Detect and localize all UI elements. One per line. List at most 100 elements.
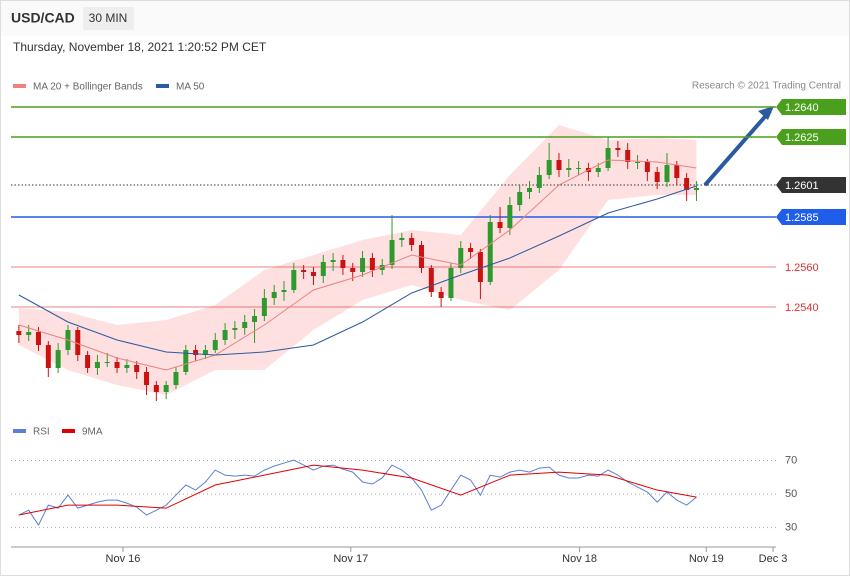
candle-body <box>428 268 434 292</box>
candle-body <box>369 258 375 270</box>
candle-body <box>75 330 81 355</box>
candle-body <box>458 248 464 268</box>
candle-body <box>212 340 218 350</box>
candle-body <box>94 362 100 368</box>
timeframe-box <box>83 7 134 30</box>
rsi-tick-label: 30 <box>785 521 797 533</box>
rsi-line <box>18 464 697 516</box>
candle-body <box>144 372 150 385</box>
legend-label: RSI <box>33 427 50 438</box>
subtitle: Thursday, November 18, 2021 1:20:52 PM C… <box>13 40 267 54</box>
candle-body <box>202 350 208 355</box>
x-tick-label: Nov 18 <box>562 553 597 565</box>
candle-body <box>566 168 572 170</box>
timeframe: 30 MIN <box>89 11 128 25</box>
candle-body <box>340 260 346 268</box>
x-tick-label: Nov 17 <box>333 553 368 565</box>
level-tag <box>776 177 846 193</box>
candle-body <box>644 162 650 172</box>
candle-body <box>261 298 267 316</box>
candle-body <box>654 172 660 182</box>
candle-body <box>26 332 32 335</box>
candle-body <box>664 165 670 182</box>
candle-body <box>16 331 22 335</box>
candle-body <box>291 270 297 290</box>
candle-body <box>546 160 552 175</box>
candle-body <box>242 322 248 328</box>
forecast-arrowhead <box>758 106 774 120</box>
level-label: 1.2540 <box>785 302 819 314</box>
candle-body <box>684 178 690 190</box>
bollinger-band <box>18 125 697 395</box>
level-label: 1.2640 <box>785 102 819 114</box>
candle-body <box>517 192 523 205</box>
candle-body <box>507 205 513 228</box>
level-tag <box>776 209 846 225</box>
level-label: 1.2601 <box>785 180 819 192</box>
chart-title: USD/CAD <box>11 10 75 26</box>
rsi-tick-label: 50 <box>785 488 797 500</box>
candle-body <box>271 292 277 298</box>
candle-body <box>399 238 405 240</box>
candle-body <box>104 362 110 363</box>
candle-body <box>114 362 120 368</box>
candle-body <box>134 365 140 372</box>
candle-body <box>409 238 415 245</box>
forecast-arrow <box>703 109 772 187</box>
x-tick-label: Nov 19 <box>689 553 724 565</box>
candle-body <box>252 316 258 322</box>
legend-label: MA 20 + Bollinger Bands <box>33 82 143 93</box>
candle-body <box>232 328 238 330</box>
candle-body <box>173 372 179 385</box>
candle-body <box>527 188 533 192</box>
candle-body <box>438 292 444 298</box>
legend-label: MA 50 <box>176 82 205 93</box>
level-label: 1.2625 <box>785 132 819 144</box>
candle-body <box>477 252 483 282</box>
candle-body <box>536 175 542 188</box>
candle-body <box>320 262 326 276</box>
legend-swatch <box>13 84 26 88</box>
candle-body <box>615 148 621 150</box>
candle-body <box>674 165 680 178</box>
candle-body <box>163 385 169 392</box>
ma-line <box>18 159 697 371</box>
rsi-tick-label: 70 <box>785 454 797 466</box>
rsi-line <box>18 459 697 527</box>
candle-body <box>183 350 189 372</box>
level-label: 1.2585 <box>785 212 819 224</box>
candle-body <box>487 222 493 282</box>
legend-swatch <box>13 429 26 433</box>
candle-body <box>153 385 159 392</box>
candle-body <box>45 345 51 368</box>
legend-label: 9MA <box>82 427 103 438</box>
candle-body <box>605 148 611 168</box>
candle-body <box>595 168 601 172</box>
candle-body <box>576 168 582 169</box>
level-label: 1.2560 <box>785 262 819 274</box>
candle-body <box>635 162 641 163</box>
candle-body <box>35 332 41 345</box>
level-tag <box>776 99 846 115</box>
candle-body <box>330 260 336 262</box>
candle-body <box>310 272 316 276</box>
level-tag <box>776 129 846 145</box>
candle-body <box>222 330 228 340</box>
candle-body <box>193 350 199 355</box>
candle-body <box>389 240 395 265</box>
candle-body <box>360 258 366 272</box>
candle-body <box>55 350 61 368</box>
candle-body <box>301 270 307 272</box>
candle-body <box>497 222 503 228</box>
header-bg <box>1 1 849 36</box>
candle-body <box>448 268 454 298</box>
candle-body <box>693 188 699 190</box>
credit: Research © 2021 Trading Central <box>692 81 841 92</box>
candle-body <box>556 160 562 170</box>
candle-body <box>625 150 631 162</box>
candle-body <box>124 365 130 368</box>
candle-body <box>281 290 287 292</box>
legend-swatch <box>62 429 75 433</box>
candle-body <box>85 355 91 368</box>
